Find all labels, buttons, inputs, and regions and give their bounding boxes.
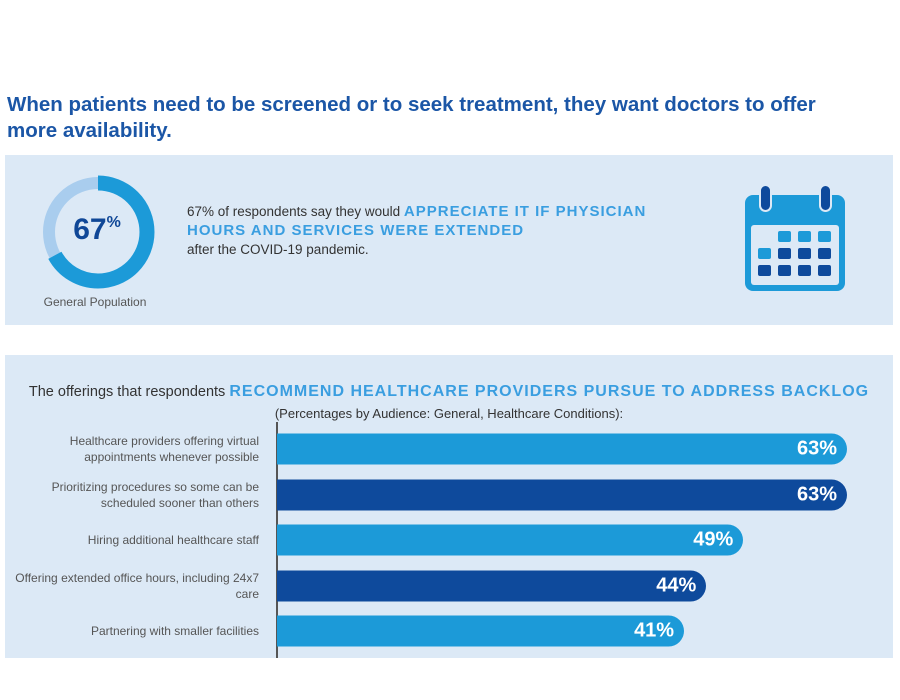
chart-title-post: (Percentages by Audience: General, Healt…: [274, 406, 624, 421]
chart-title-highlight: RECOMMEND HEALTHCARE PROVIDERS PURSUE TO…: [229, 383, 870, 400]
donut-value: 67%: [41, 213, 153, 247]
y-axis-line: [276, 422, 278, 658]
stat-highlight: APPRECIATE IT IF PHYSICIAN HOURS AND SER…: [187, 203, 647, 239]
category-label: Prioritizing procedures so some can be s…: [51, 479, 259, 510]
bar-value-label: 44%: [656, 574, 697, 596]
chart-title: The offerings that respondents RECOMMEND…: [5, 381, 893, 425]
calendar-day: [818, 248, 831, 259]
calendar-day: [798, 231, 811, 242]
donut-number: 67: [73, 213, 107, 246]
bar: 41%: [277, 615, 685, 647]
bar-value-label: 41%: [634, 619, 675, 642]
category-label: Offering extended office hours, includin…: [15, 570, 259, 601]
category-label: Partnering with smaller facilities: [90, 624, 259, 638]
bar-value-label: 63%: [796, 437, 837, 460]
calendar-day: [758, 248, 771, 259]
stat-text-post: after the COVID-19 pandemic.: [187, 242, 369, 257]
donut-caption: General Population: [43, 295, 147, 309]
calendar-day: [758, 265, 771, 276]
calendar-icon: [745, 185, 845, 291]
calendar-day: [798, 265, 811, 276]
calendar-day: [818, 265, 831, 276]
bar: 49%: [277, 524, 744, 556]
donut-arc: [41, 175, 155, 289]
chart-title-pre: The offerings that respondents: [28, 384, 230, 400]
bar: 44%: [277, 570, 707, 601]
bar-value-label: 49%: [693, 528, 734, 551]
donut-chart: [41, 175, 155, 289]
donut-percent: %: [106, 214, 121, 231]
calendar-day: [778, 231, 791, 242]
page-title: When patients need to be screened or to …: [7, 93, 816, 142]
bar-value-label: 63%: [796, 483, 837, 505]
chart-panel: The offerings that respondents RECOMMEND…: [5, 355, 893, 658]
calendar-day: [778, 248, 791, 259]
category-label: Healthcare providers offering virtual ap…: [69, 434, 259, 464]
stat-text-pre: 67% of respondents say they would: [187, 204, 404, 219]
calendar-day: [798, 248, 811, 259]
calendar-day: [778, 265, 791, 276]
stat-text: 67% of respondents say they would APPREC…: [187, 202, 707, 259]
category-label: Hiring additional healthcare staff: [87, 533, 259, 547]
calendar-day: [818, 231, 831, 242]
bar: 63%: [277, 433, 847, 465]
bar: 63%: [277, 479, 847, 510]
stat-panel: 67% General Population 67% of respondent…: [5, 155, 893, 325]
